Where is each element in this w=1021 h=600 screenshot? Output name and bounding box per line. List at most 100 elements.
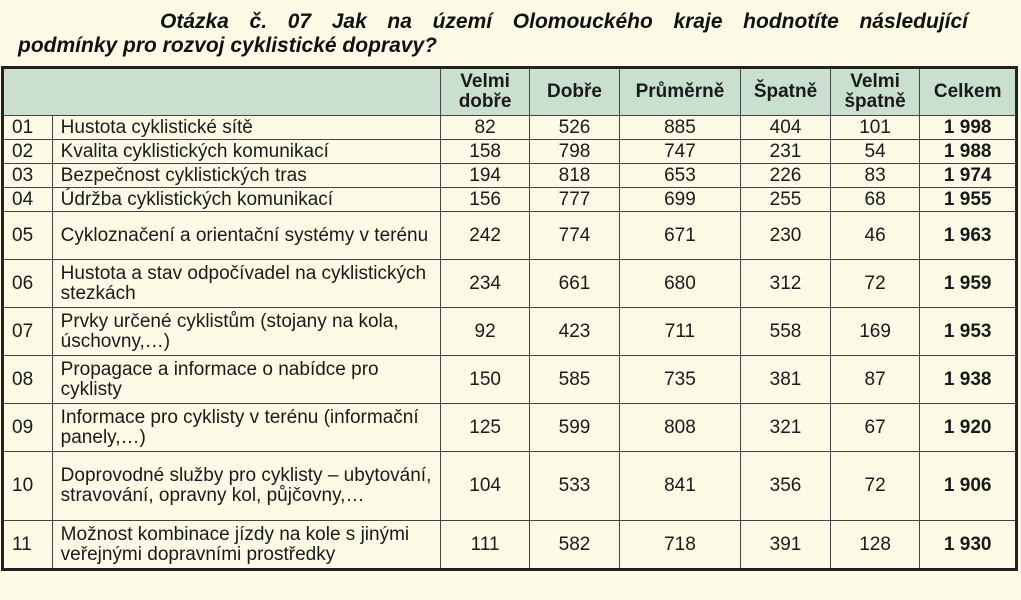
cell-spatne: 321 [740,403,831,452]
row-label: Informace pro cyklisty v terénu (informa… [51,403,441,452]
header-row: Velmi dobře Dobře Průměrně Špatně Velmi … [2,67,1017,116]
cell-velmi-spatne: 67 [829,403,921,452]
cell-prumerne: 808 [618,403,742,452]
row-label: Propagace a informace o nabídce pro cykl… [51,355,441,404]
cell-celkem: 1 938 [919,355,1017,404]
cell-prumerne: 671 [618,211,742,260]
table-row: 11 Možnost kombinace jízdy na kole s jiný… [2,520,1017,570]
cell-prumerne: 747 [618,139,742,164]
table-row: 05 Cykloznačení a orientační systémy v te… [2,211,1017,260]
cell-velmi-spatne: 101 [829,115,921,140]
cell-velmi-dobre: 156 [439,187,531,212]
cell-celkem: 1 920 [919,403,1017,452]
row-label: Kvalita cyklistických komunikací [51,139,441,164]
cell-velmi-dobre: 125 [439,403,531,452]
header-dobre: Dobře [529,67,620,116]
table-row: 04 Údržba cyklistických komunikací 156 777 6… [2,187,1017,212]
cell-prumerne: 711 [618,307,742,356]
row-id: 06 [2,259,53,308]
title-line-1: Otázka č. 07 Jak na území Olomouckého kr… [160,10,968,33]
table-row: 09 Informace pro cyklisty v terénu (infor… [2,403,1017,452]
table-row: 06 Hustota a stav odpočívadel na cyklisti… [2,259,1017,308]
table-row: 08 Propagace a informace o nabídce pro cy… [2,355,1017,404]
table-body: 01 Hustota cyklistické sítě 82 526 885 404 101… [2,115,1017,570]
row-label: Údržba cyklistických komunikací [51,187,441,212]
cell-celkem: 1 906 [919,451,1017,521]
cell-velmi-spatne: 54 [829,139,921,164]
header-celkem: Celkem [919,67,1017,116]
cell-velmi-dobre: 111 [439,520,531,570]
cell-dobre: 774 [529,211,620,260]
row-label: Hustota cyklistické sítě [51,115,441,140]
cell-spatne: 312 [740,259,831,308]
cell-velmi-dobre: 242 [439,211,531,260]
cell-celkem: 1 953 [919,307,1017,356]
cell-celkem: 1 988 [919,139,1017,164]
header-empty [2,67,441,116]
cell-spatne: 391 [740,520,831,570]
cell-celkem: 1 974 [919,163,1017,188]
cell-dobre: 585 [529,355,620,404]
cell-velmi-dobre: 158 [439,139,531,164]
row-id: 07 [2,307,53,356]
cell-velmi-dobre: 92 [439,307,531,356]
cell-prumerne: 885 [618,115,742,140]
results-table: Velmi dobře Dobře Průměrně Špatně Velmi … [1,66,1018,571]
cell-velmi-spatne: 46 [829,211,921,260]
row-id: 03 [2,163,53,188]
header-prumerne: Průměrně [618,67,742,116]
cell-spatne: 404 [740,115,831,140]
row-id: 10 [2,451,53,521]
row-label: Doprovodné služby pro cyklisty – ubytová… [51,451,441,521]
page-title: Otázka č. 07 Jak na území Olomouckého kr… [18,10,968,58]
row-id: 04 [2,187,53,212]
cell-dobre: 818 [529,163,620,188]
cell-prumerne: 841 [618,451,742,521]
cell-spatne: 230 [740,211,831,260]
cell-celkem: 1 959 [919,259,1017,308]
cell-prumerne: 653 [618,163,742,188]
row-label: Prvky určené cyklistům (stojany na kola,… [51,307,441,356]
cell-celkem: 1 963 [919,211,1017,260]
row-label: Hustota a stav odpočívadel na cyklistick… [51,259,441,308]
cell-velmi-spatne: 83 [829,163,921,188]
cell-spatne: 231 [740,139,831,164]
cell-dobre: 582 [529,520,620,570]
row-id: 01 [2,115,53,140]
cell-velmi-dobre: 104 [439,451,531,521]
header-velmi-dobre: Velmi dobře [439,67,531,116]
cell-velmi-dobre: 150 [439,355,531,404]
cell-dobre: 423 [529,307,620,356]
header-velmi-spatne: Velmi špatně [829,67,921,116]
cell-velmi-spatne: 128 [829,520,921,570]
table-row: 03 Bezpečnost cyklistických tras 194 818 653… [2,163,1017,188]
row-id: 02 [2,139,53,164]
table-row: 07 Prvky určené cyklistům (stojany na kol… [2,307,1017,356]
cell-spatne: 226 [740,163,831,188]
cell-spatne: 558 [740,307,831,356]
cell-spatne: 381 [740,355,831,404]
cell-velmi-spatne: 87 [829,355,921,404]
cell-velmi-dobre: 82 [439,115,531,140]
cell-velmi-spatne: 68 [829,187,921,212]
cell-dobre: 533 [529,451,620,521]
cell-dobre: 599 [529,403,620,452]
header-spatne: Špatně [740,67,831,116]
cell-dobre: 661 [529,259,620,308]
row-label: Cykloznačení a orientační systémy v teré… [51,211,441,260]
cell-velmi-dobre: 234 [439,259,531,308]
row-label: Bezpečnost cyklistických tras [51,163,441,188]
cell-celkem: 1 955 [919,187,1017,212]
cell-dobre: 798 [529,139,620,164]
table-row: 02 Kvalita cyklistických komunikací 158 798… [2,139,1017,164]
cell-velmi-spatne: 72 [829,259,921,308]
row-id: 11 [2,520,53,570]
cell-velmi-spatne: 72 [829,451,921,521]
cell-prumerne: 680 [618,259,742,308]
cell-prumerne: 718 [618,520,742,570]
table-row: 01 Hustota cyklistické sítě 82 526 885 404 101… [2,115,1017,140]
cell-celkem: 1 998 [919,115,1017,140]
row-id: 09 [2,403,53,452]
cell-spatne: 356 [740,451,831,521]
cell-prumerne: 699 [618,187,742,212]
